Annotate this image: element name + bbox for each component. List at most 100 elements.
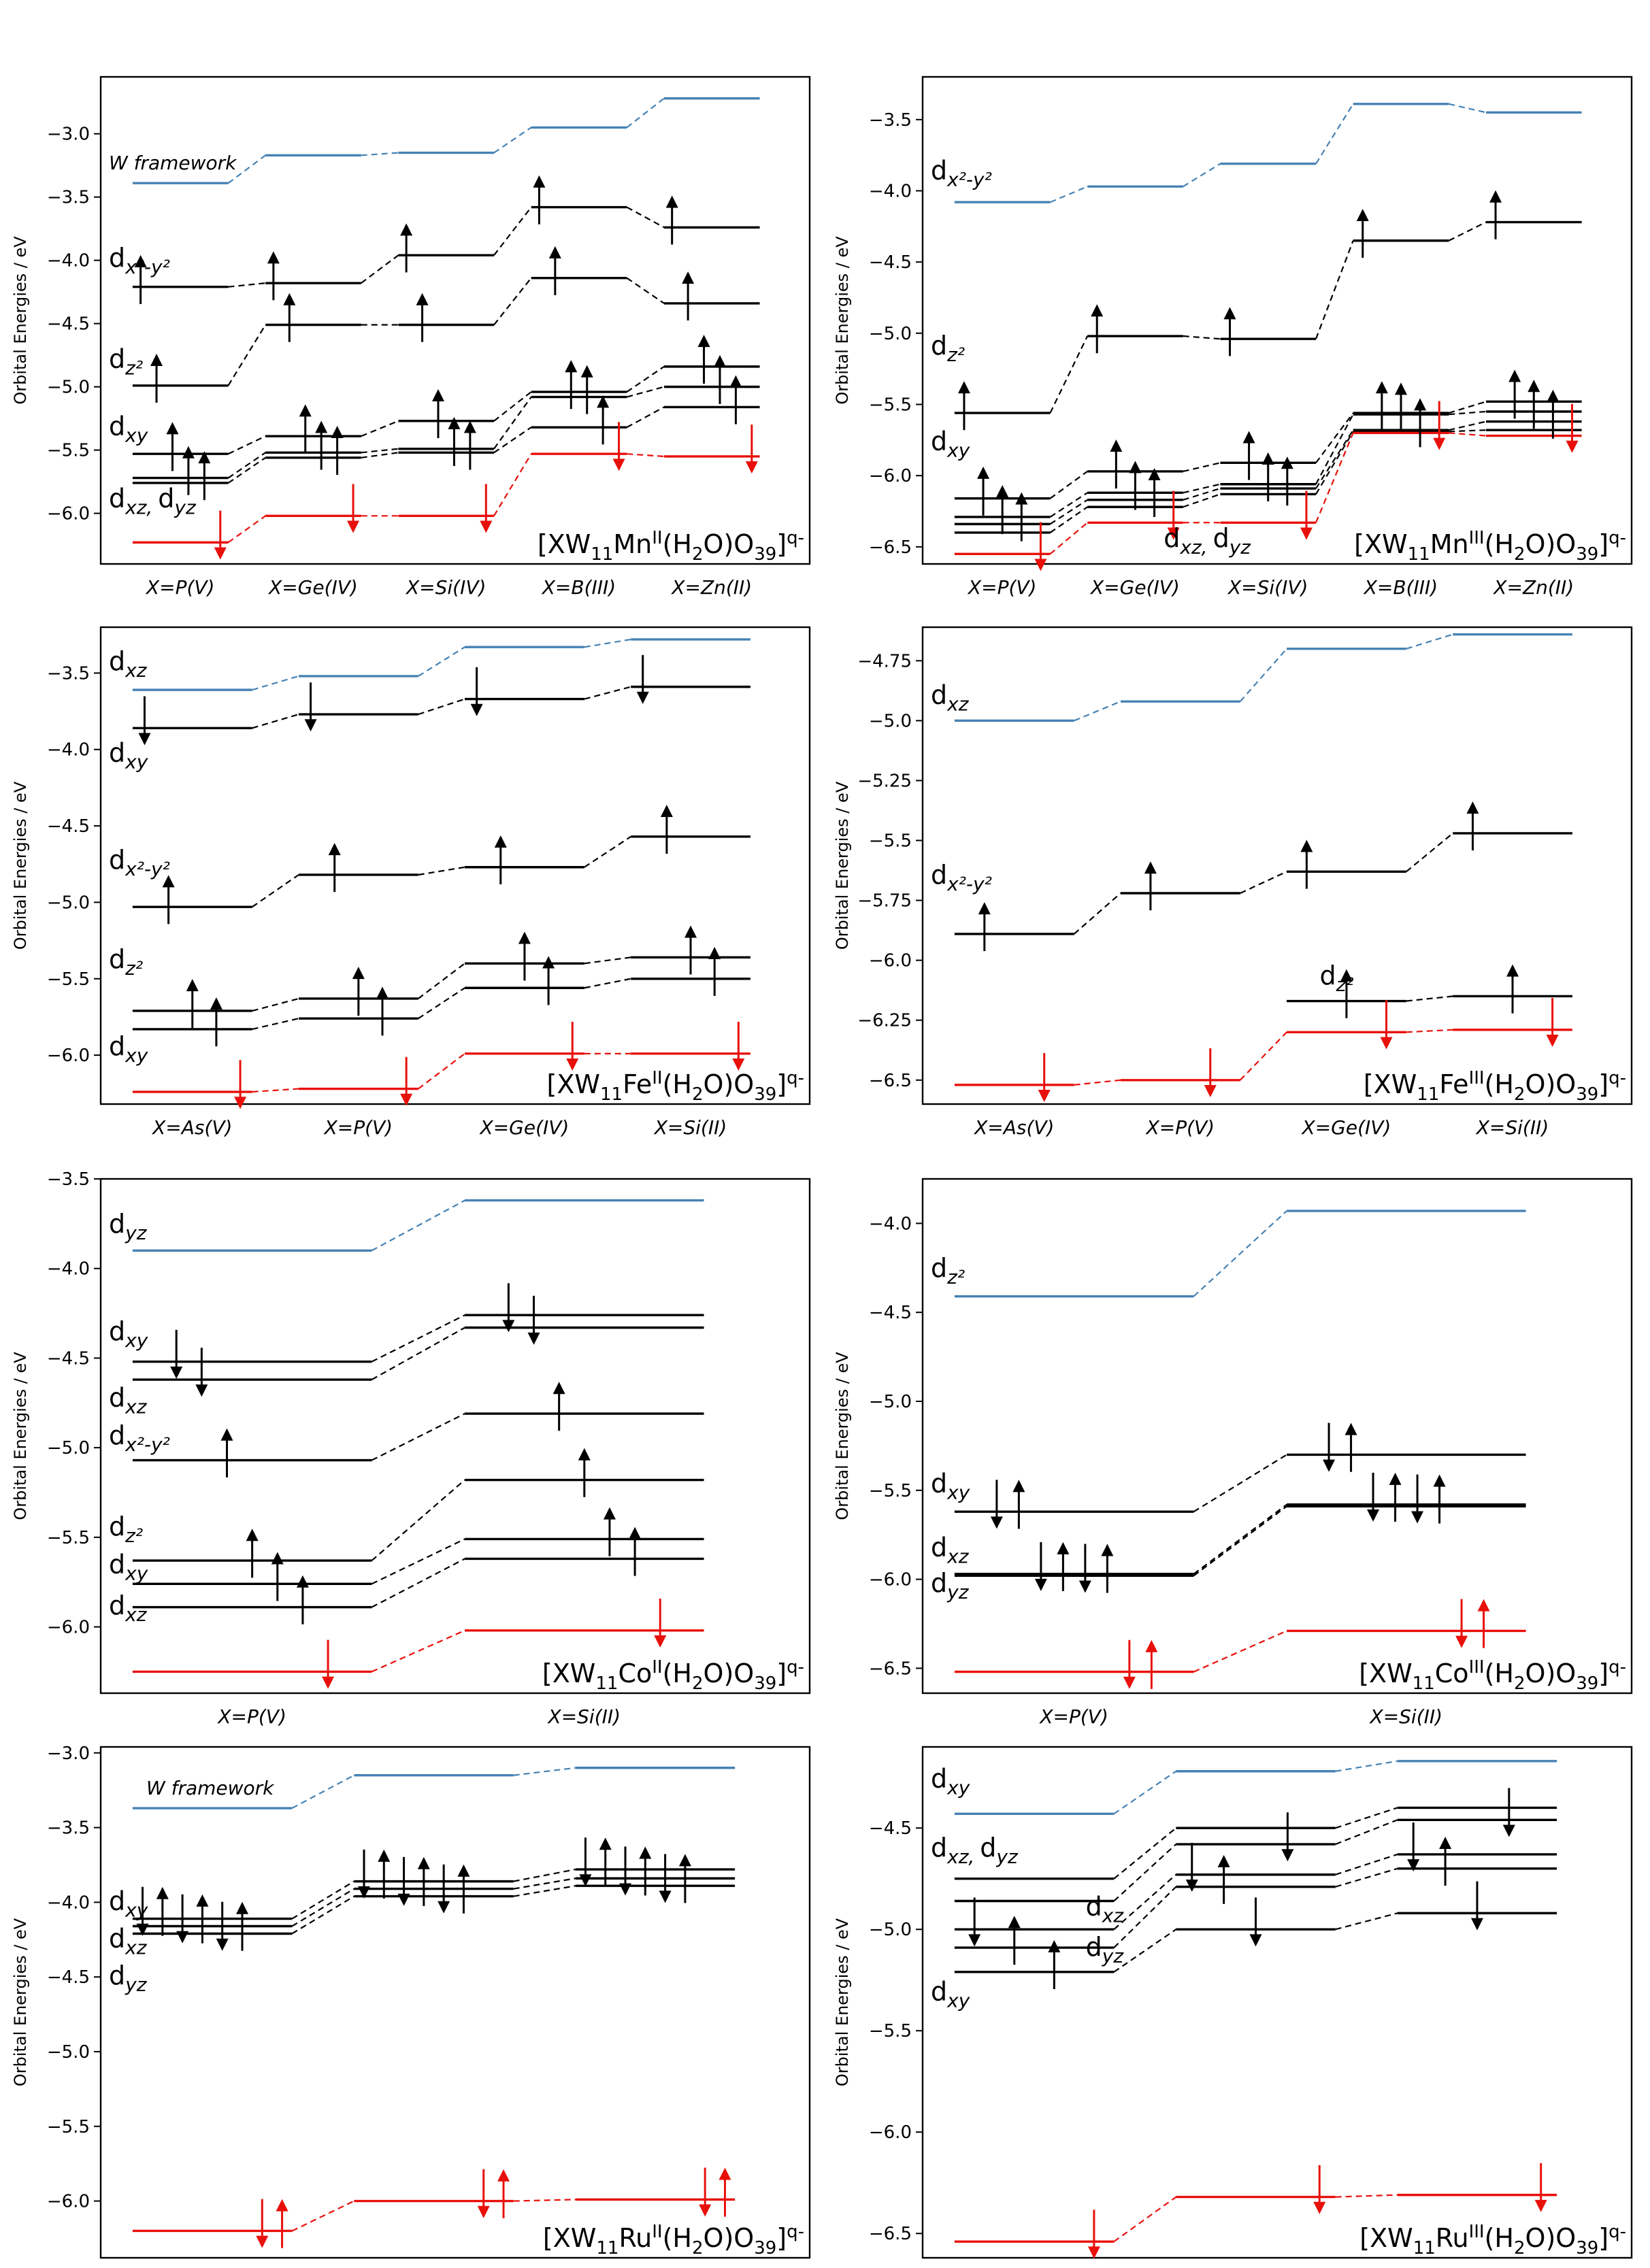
level-connector [227, 515, 266, 544]
arrow-head [448, 416, 461, 429]
arrow-head [195, 1384, 208, 1397]
arrow-head [276, 2199, 288, 2212]
x-category-label: X=Si(IV) [1227, 576, 1308, 599]
level-connector [418, 1052, 465, 1090]
orbital-label: dx²-y² [931, 156, 992, 191]
arrow-head [1012, 1480, 1025, 1492]
arrow-head [729, 375, 742, 388]
arrow-head [166, 422, 179, 435]
arrow-head [542, 956, 555, 969]
arrow-head [1129, 461, 1142, 473]
arrow-head [432, 389, 445, 402]
level-connector [493, 453, 532, 516]
level-connector [626, 365, 665, 393]
level-connector [1113, 1827, 1177, 1880]
arrow-head [1034, 1578, 1047, 1591]
level-connector [1183, 335, 1221, 340]
panel-co2: −3.5 −4.0 −4.5 −5.0 −5.5 −6.0 Orbital Energies… [11, 1169, 811, 1728]
orbital-label: dx²-y² [109, 243, 170, 278]
arrow-head [378, 1849, 391, 1862]
y-tick-label: −4.0 [47, 251, 90, 271]
level-connector [1239, 1031, 1287, 1081]
framework-label: W framework [109, 152, 237, 174]
series-3 [132, 365, 760, 455]
arrow-head [1407, 1859, 1420, 1872]
arrow-head [220, 1428, 233, 1441]
y-tick-label: −5.0 [47, 1438, 90, 1458]
orbital-label: dxz, dyz [931, 1833, 1019, 1868]
arrow-head [416, 293, 429, 305]
y-tick-label: −6.0 [869, 951, 912, 971]
level-connector [1449, 420, 1487, 431]
y-tick-label: −6.0 [869, 2122, 912, 2143]
series-1 [132, 1314, 704, 1363]
series-0 [954, 1760, 1557, 1816]
arrow-head [331, 425, 344, 438]
y-tick-label: −4.0 [869, 1214, 912, 1234]
level-connector [371, 1629, 465, 1673]
series-2 [132, 1877, 736, 1928]
arrow-head [682, 271, 695, 284]
level-connector [1193, 1454, 1287, 1513]
arrow-head [296, 1575, 309, 1588]
arrow-head [566, 1058, 579, 1071]
series-6 [954, 2193, 1557, 2243]
y-tick-label: −3.0 [47, 1744, 90, 1764]
level-connector [252, 997, 299, 1012]
orbital-label: dyz [109, 1961, 148, 1996]
y-tick-label: −3.5 [869, 110, 912, 131]
arrow-head [518, 931, 531, 944]
arrow-head [1167, 527, 1180, 540]
arrow-head [699, 2204, 712, 2217]
arrow-head [1375, 381, 1388, 394]
arrow-head [480, 520, 493, 533]
x-category-label: X=P(V) [967, 576, 1037, 599]
orbital-label: dxz, dyz [109, 483, 197, 518]
arrow-head [1546, 1034, 1559, 1047]
arrow-head [977, 466, 990, 479]
arrow-head [1038, 1090, 1051, 1103]
level-connector [1193, 1210, 1287, 1297]
arrow-head [1389, 1472, 1402, 1485]
arrow-head [1217, 1854, 1230, 1867]
arrow-head [182, 446, 195, 458]
arrow-head [457, 1864, 470, 1877]
series-4 [132, 978, 750, 1031]
level-connector [584, 686, 631, 700]
x-category-label: X=P(V) [323, 1116, 393, 1139]
y-tick-label: −5.5 [47, 2117, 90, 2137]
arrow-head [357, 1886, 370, 1899]
series-2 [1287, 995, 1572, 1003]
y-tick-label: −4.0 [47, 1259, 90, 1280]
complex-formula: [XW11FeIII(H2O)O39]q- [1364, 1068, 1626, 1105]
arrow-head [283, 293, 296, 305]
arrow-head [548, 246, 561, 259]
arrow-head [1078, 1580, 1091, 1593]
series-1 [132, 1868, 736, 1920]
level-connector [361, 152, 399, 156]
arrow-head [400, 223, 413, 236]
arrow-head [1439, 1837, 1452, 1850]
orbital-label: dxz [931, 680, 970, 716]
level-connector [1448, 221, 1487, 241]
orbital-label: dxy [931, 1764, 970, 1799]
arrow-head [470, 703, 483, 716]
level-connector [361, 420, 399, 437]
y-tick-label: −6.5 [869, 1658, 912, 1679]
y-tick-label: −5.25 [857, 771, 912, 791]
arrow-head [990, 1516, 1003, 1529]
level-connector [1335, 2194, 1398, 2198]
arrow-head [494, 835, 507, 848]
orbital-label: dxy [109, 1550, 148, 1585]
orbital-label: dxy [109, 1316, 148, 1352]
y-tick-label: −5.0 [47, 378, 90, 398]
x-category-label: X=Si(II) [1475, 1116, 1549, 1139]
level-connector [1449, 410, 1487, 416]
arrow-head [304, 719, 317, 732]
level-connector [291, 1895, 354, 1935]
arrow-head [1101, 1544, 1114, 1556]
level-connector [1335, 1819, 1398, 1846]
series-0 [954, 1210, 1526, 1298]
arrow-head [1477, 1599, 1490, 1612]
level-connector [1193, 1630, 1287, 1673]
